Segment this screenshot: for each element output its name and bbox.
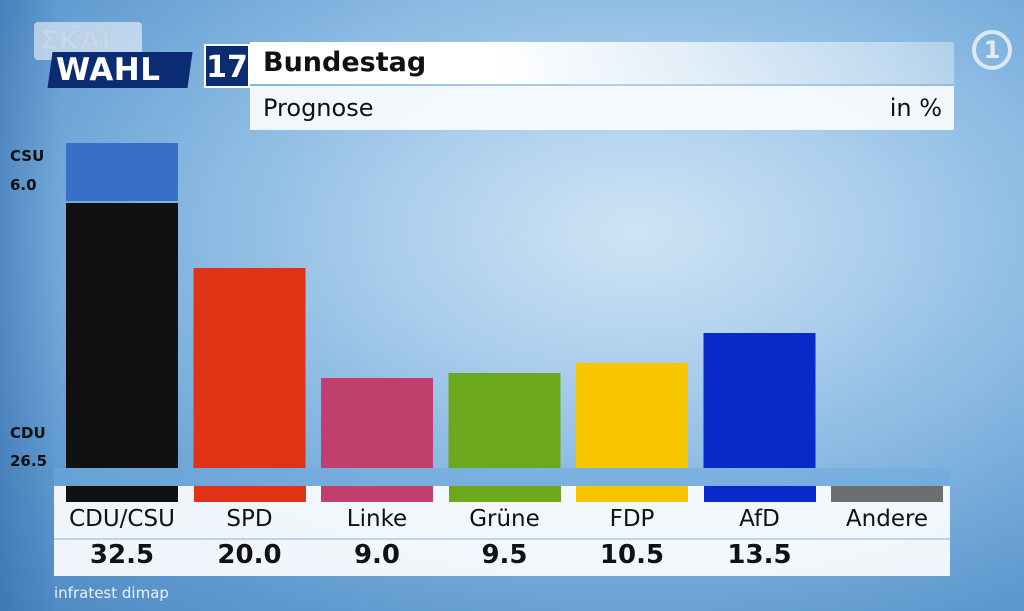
column-afd: AfD 13.5 (703, 486, 816, 576)
cdu-side-label: CDU (10, 424, 46, 442)
chart-baseline-strip (54, 468, 950, 486)
value-label-grüne: 9.5 (481, 540, 528, 570)
category-label-fdp: FDP (609, 506, 655, 532)
bar-fdp (576, 363, 688, 468)
csu-side-value: 6.0 (10, 176, 37, 194)
category-label-cdu-csu: CDU/CSU (69, 506, 175, 532)
color-stripe-spd (193, 486, 306, 502)
bar-linke (321, 378, 433, 468)
wahl-number: 17 (204, 44, 250, 88)
value-label-fdp: 10.5 (599, 540, 665, 570)
value-label-afd: 13.5 (727, 540, 792, 570)
category-label-linke: Linke (346, 506, 408, 532)
value-label-cdu-csu: 32.5 (89, 540, 155, 570)
column-fdp: FDP 10.5 (576, 486, 688, 576)
column-grüne: Grüne 9.5 (448, 486, 561, 576)
bar-afd (703, 333, 816, 468)
chart-subtitle-bar: Prognose in % (250, 86, 954, 130)
source-credit: infratest dimap (54, 584, 169, 602)
value-label-linke: 9.0 (353, 540, 401, 570)
background-shade (0, 0, 60, 611)
bar-cdu (66, 203, 178, 468)
category-label-grüne: Grüne (469, 506, 540, 532)
category-label-afd: AfD (739, 506, 780, 532)
column-spd: SPD 20.0 (193, 486, 306, 576)
csu-side-label: CSU (10, 147, 45, 165)
bar-spd (193, 268, 306, 468)
bar-grüne (448, 373, 561, 468)
color-stripe-grüne (448, 486, 561, 502)
column-linke: Linke 9.0 (321, 486, 433, 576)
channel-one-icon: 1 (972, 30, 1012, 70)
color-stripe-afd (703, 486, 816, 502)
bar-csu (66, 143, 178, 201)
chart-subtitle: Prognose (263, 94, 374, 122)
color-stripe-cdu-csu (66, 486, 178, 502)
column-cdu-csu: CDU/CSU 32.5 (66, 486, 178, 576)
table-separator (54, 538, 950, 540)
category-label-spd: SPD (226, 506, 273, 532)
category-label-andere: Andere (845, 506, 929, 532)
results-table: CDU/CSU 32.5 SPD 20.0 Linke 9.0 Grüne 9.5 FDP 10.… (54, 486, 950, 576)
color-stripe-fdp (576, 486, 688, 502)
column-andere: Andere (831, 486, 943, 576)
cdu-side-value: 26.5 (10, 452, 48, 470)
color-stripe-linke (321, 486, 433, 502)
chart-title: Bundestag (250, 42, 954, 84)
color-stripe-andere (831, 486, 943, 502)
unit-label: in % (889, 94, 942, 122)
value-label-spd: 20.0 (217, 540, 282, 570)
